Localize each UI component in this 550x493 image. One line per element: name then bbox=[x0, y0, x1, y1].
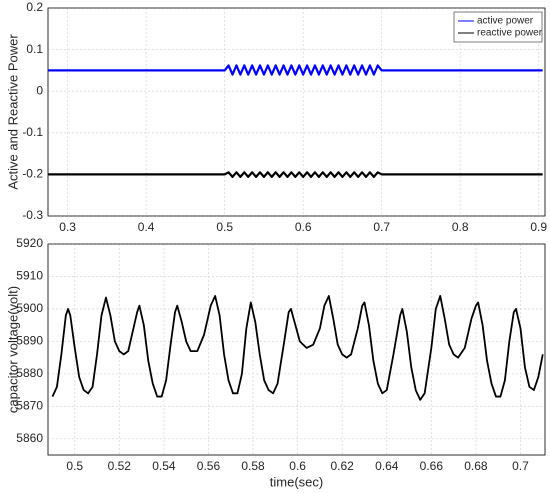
x-tick-label: 0.64 bbox=[375, 459, 399, 473]
x-tick-label: 0.7 bbox=[373, 220, 390, 234]
x-tick-label: 0.8 bbox=[452, 220, 469, 234]
y-tick-label: 0.1 bbox=[26, 42, 43, 56]
x-tick-label: 0.66 bbox=[420, 459, 444, 473]
plot-area bbox=[47, 243, 546, 456]
y-axis-label: Active and Reactive Power bbox=[5, 34, 20, 190]
x-tick-label: 0.6 bbox=[295, 220, 312, 234]
legend-label: reactive power bbox=[477, 28, 543, 39]
plot-lines bbox=[51, 295, 544, 401]
x-tick-label: 0.4 bbox=[138, 220, 155, 234]
x-tick-label: 0.7 bbox=[512, 459, 529, 473]
y-tick-label: 5880 bbox=[16, 366, 43, 380]
x-tick-label: 0.5 bbox=[66, 459, 83, 473]
y-axis-label: capacitor voltage(volt) bbox=[5, 286, 20, 413]
y-tick-label: 0 bbox=[36, 83, 43, 97]
x-tick-label: 0.62 bbox=[331, 459, 355, 473]
y-tick-label: -0.2 bbox=[22, 167, 43, 181]
x-tick-label: 0.56 bbox=[197, 459, 221, 473]
legend-label: active power bbox=[477, 16, 534, 27]
y-tick-label: -0.3 bbox=[22, 208, 43, 222]
axes-border bbox=[47, 243, 546, 456]
x-tick-label: 0.9 bbox=[530, 220, 547, 234]
data-line bbox=[51, 295, 544, 401]
plot-lines bbox=[48, 64, 543, 178]
x-tick-label: 0.5 bbox=[216, 220, 233, 234]
x-tick-label: 0.52 bbox=[108, 459, 132, 473]
y-tick-label: 5870 bbox=[16, 398, 43, 412]
y-tick-label: -0.1 bbox=[22, 125, 43, 139]
y-tick-label: 5860 bbox=[16, 431, 43, 445]
plot-area bbox=[47, 7, 546, 217]
y-tick-label: 5900 bbox=[16, 301, 43, 315]
data-line bbox=[48, 64, 543, 76]
x-tick-label: 0.6 bbox=[289, 459, 306, 473]
y-tick-label: 5920 bbox=[16, 236, 43, 250]
x-tick-label: 0.3 bbox=[59, 220, 76, 234]
y-tick-label: 5890 bbox=[16, 334, 43, 348]
data-line bbox=[48, 171, 543, 178]
x-tick-label: 0.54 bbox=[152, 459, 176, 473]
x-tick-label: 0.58 bbox=[241, 459, 265, 473]
x-tick-label: 0.68 bbox=[464, 459, 488, 473]
axes-border bbox=[47, 7, 546, 217]
y-tick-label: 5910 bbox=[16, 269, 43, 283]
y-tick-label: 0.2 bbox=[26, 0, 43, 14]
legend-box bbox=[453, 11, 543, 43]
x-axis-label: time(sec) bbox=[270, 474, 323, 489]
